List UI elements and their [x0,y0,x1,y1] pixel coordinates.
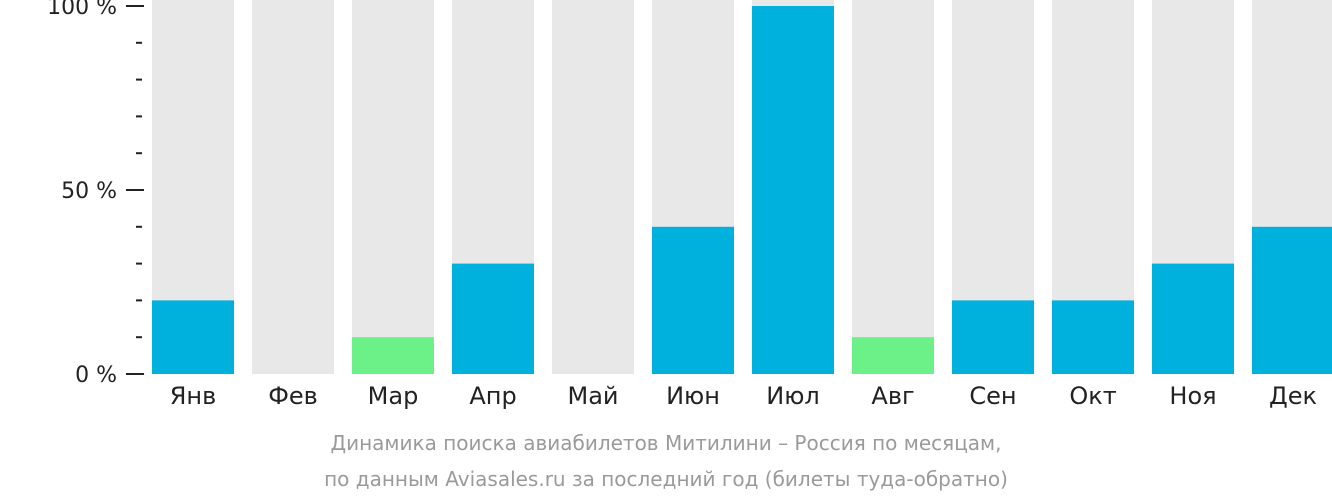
x-tick-label-6: Июн [666,382,720,410]
bar-9 [952,300,1034,374]
x-tick-label-7: Июл [766,382,820,410]
bar-6 [652,226,734,374]
x-tick-label-9: Сен [969,382,1016,410]
x-tick-label-8: Авг [871,382,914,410]
bar-8 [852,337,934,374]
y-tick-label-0: 0 % [75,363,117,388]
bar-chart: 0 % 50 % 100 % Янв Фев Мар Апр Май Июн Июл Авг Сен… [47,0,1332,410]
bar-3 [352,337,434,374]
bar-1 [152,300,234,374]
bars [152,6,1332,374]
y-tick-label-50: 50 % [61,179,117,204]
x-tick-label-1: Янв [170,382,217,410]
x-tick-label-4: Апр [469,382,516,410]
y-tick-label-100: 100 % [47,0,117,20]
bar-track-8 [852,0,934,374]
x-tick-label-11: Ноя [1169,382,1216,410]
x-tick-label-10: Окт [1069,382,1116,410]
bar-11 [1152,263,1234,374]
bar-4 [452,263,534,374]
chart-caption-line-1: Динамика поиска авиабилетов Митилини – Р… [330,431,1002,455]
y-axis: 0 % 50 % 100 % [47,0,144,388]
x-tick-label-12: Дек [1269,382,1317,410]
x-tick-label-5: Май [567,382,618,410]
x-tick-label-3: Мар [368,382,419,410]
bar-7 [752,6,834,374]
bar-10 [1052,300,1134,374]
bar-12 [1252,226,1332,374]
bar-track-2 [252,0,334,374]
chart-caption-line-2: по данным Aviasales.ru за последний год … [324,467,1008,491]
bar-track-5 [552,0,634,374]
x-tick-label-2: Фев [268,382,318,410]
x-axis: Янв Фев Мар Апр Май Июн Июл Авг Сен Окт Ноя Дек [170,382,1317,410]
bar-track-3 [352,0,434,374]
